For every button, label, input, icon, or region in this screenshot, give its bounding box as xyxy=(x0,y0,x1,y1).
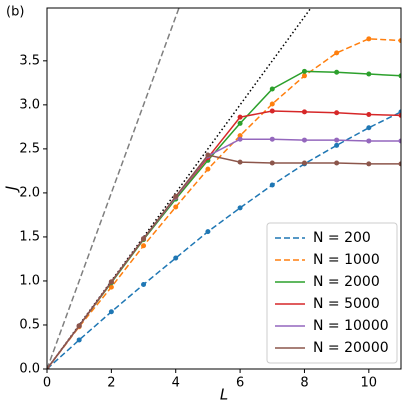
y-tick-label: 3.5 xyxy=(19,53,40,68)
x-tick-label: 2 xyxy=(107,376,115,391)
data-point xyxy=(173,204,179,210)
data-point xyxy=(237,133,243,139)
data-point xyxy=(398,161,401,167)
data-point xyxy=(269,136,275,142)
x-tick-label: 0 xyxy=(43,376,51,391)
data-point xyxy=(237,120,243,126)
data-point xyxy=(334,50,340,56)
x-tick-label: 10 xyxy=(361,376,378,391)
data-point xyxy=(237,114,243,120)
data-point xyxy=(366,138,372,144)
legend-label: N = 10000 xyxy=(313,318,389,334)
data-point xyxy=(334,110,340,116)
series-line xyxy=(47,154,401,369)
y-tick-label: 1.0 xyxy=(19,273,40,288)
reference-line xyxy=(47,8,312,369)
data-point xyxy=(269,160,275,166)
data-point xyxy=(301,160,307,166)
y-tick-label: 2.5 xyxy=(19,141,40,156)
data-point xyxy=(366,112,372,118)
data-point xyxy=(366,36,372,42)
x-tick-label: 8 xyxy=(300,376,308,391)
data-point xyxy=(173,255,179,261)
data-point xyxy=(301,73,307,79)
y-tick-label: 1.5 xyxy=(19,229,40,244)
data-point xyxy=(334,142,340,148)
data-point xyxy=(301,137,307,143)
x-tick-label: 6 xyxy=(236,376,244,391)
x-tick-label: 4 xyxy=(172,376,180,391)
data-point xyxy=(205,152,211,158)
plot-frame xyxy=(46,7,402,370)
data-point xyxy=(398,112,401,118)
data-point xyxy=(237,136,243,142)
y-tick-label: 2.0 xyxy=(19,185,40,200)
data-point xyxy=(108,279,114,285)
panel-label: (b) xyxy=(6,5,24,20)
data-point xyxy=(141,281,147,287)
data-point xyxy=(141,243,147,249)
data-point xyxy=(334,69,340,75)
legend-label: N = 1000 xyxy=(313,252,380,268)
data-point xyxy=(108,309,114,315)
data-point xyxy=(398,138,401,144)
y-axis-label: J xyxy=(3,186,21,193)
legend-label: N = 200 xyxy=(313,230,371,246)
data-point xyxy=(269,101,275,107)
data-point xyxy=(76,323,82,329)
y-tick-label: 0.0 xyxy=(19,362,40,377)
data-point xyxy=(269,108,275,114)
data-point xyxy=(366,161,372,167)
legend-label: N = 5000 xyxy=(313,296,380,312)
plot-area xyxy=(47,8,401,369)
x-axis-label: L xyxy=(220,386,228,404)
y-tick-label: 0.5 xyxy=(19,317,40,332)
series-line xyxy=(47,111,401,369)
data-point xyxy=(205,229,211,235)
data-point xyxy=(366,125,372,131)
data-point xyxy=(173,193,179,199)
data-point xyxy=(334,160,340,166)
legend-box xyxy=(266,222,398,364)
data-point xyxy=(398,73,401,79)
data-point xyxy=(237,159,243,165)
data-point xyxy=(47,366,50,369)
data-point xyxy=(237,205,243,211)
data-point xyxy=(398,38,401,44)
series-line xyxy=(47,38,401,369)
legend-label: N = 2000 xyxy=(313,274,380,290)
data-point xyxy=(334,137,340,143)
data-point xyxy=(269,182,275,188)
data-point xyxy=(301,109,307,115)
reference-line xyxy=(47,8,180,369)
data-point xyxy=(141,236,147,242)
data-point xyxy=(301,68,307,74)
data-point xyxy=(108,284,114,290)
legend-label: N = 20000 xyxy=(313,340,389,356)
data-point xyxy=(366,71,372,77)
y-tick-label: 3.0 xyxy=(19,97,40,112)
data-point xyxy=(76,337,82,343)
data-point xyxy=(205,166,211,172)
data-point xyxy=(269,86,275,92)
